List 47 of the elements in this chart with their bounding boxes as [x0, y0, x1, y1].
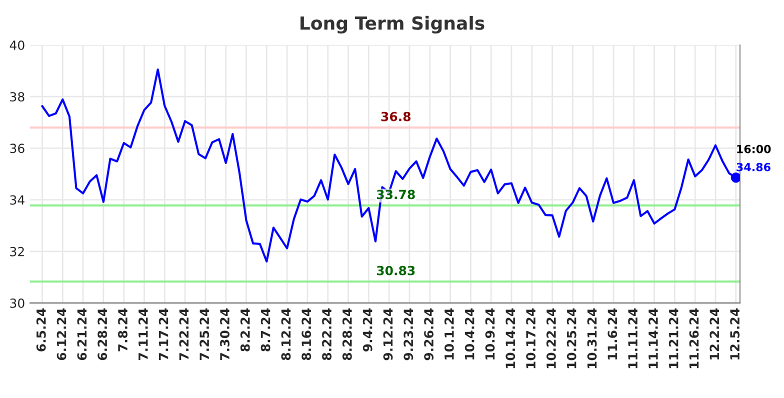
x-tick-label: 6.5.24	[36, 308, 46, 352]
x-tick-label: 9.26.24	[424, 308, 434, 360]
x-tick-label: 9.23.24	[404, 308, 414, 360]
ref-line-label: 33.78	[376, 190, 415, 200]
x-tick-label: 12.2.24	[710, 308, 719, 360]
x-tick-label: 6.12.24	[56, 308, 66, 360]
x-tick-label: 7.8.24	[118, 308, 128, 352]
x-tick-label: 8.12.24	[281, 308, 291, 360]
x-tick-label: 11.14.24	[648, 308, 658, 368]
y-tick-label: 36	[10, 144, 24, 154]
x-tick-label: 11.21.24	[668, 308, 678, 368]
x-tick-label: 8.16.24	[302, 308, 312, 360]
annotation: 16:00	[737, 144, 771, 154]
x-tick-label: 9.12.24	[383, 308, 393, 360]
ref-line-label: 30.83	[376, 266, 415, 276]
x-tick-label: 10.4.24	[464, 308, 474, 360]
x-tick-label: 6.21.24	[77, 308, 87, 360]
x-tick-label: 8.2.24	[240, 308, 250, 352]
y-tick-label: 30	[10, 298, 24, 308]
y-tick-label: 38	[10, 92, 24, 102]
ref-line-label: 36.8	[381, 112, 411, 122]
y-tick-label: 34	[10, 195, 24, 205]
annotation: 34.86	[736, 162, 770, 172]
x-tick-label: 7.11.24	[138, 308, 148, 360]
x-tick-label: 11.26.24	[689, 308, 699, 368]
x-tick-label: 10.25.24	[566, 308, 576, 368]
x-tick-label: 7.22.24	[179, 308, 189, 360]
x-tick-label: 8.22.24	[322, 308, 332, 360]
x-tick-label: 10.22.24	[546, 308, 556, 368]
x-tick-label: 10.9.24	[485, 308, 495, 360]
x-tick-label: 10.31.24	[587, 308, 597, 368]
x-tick-label: 9.4.24	[362, 308, 372, 352]
x-tick-label: 10.1.24	[444, 308, 454, 360]
x-tick-label: 7.17.24	[158, 308, 168, 360]
x-tick-label: 12.5.24	[730, 308, 740, 360]
x-tick-label: 7.30.24	[220, 308, 230, 360]
y-tick-label: 32	[10, 246, 24, 256]
x-tick-label: 10.14.24	[506, 308, 516, 368]
x-tick-label: 8.7.24	[260, 308, 270, 352]
x-tick-label: 6.28.24	[98, 308, 108, 360]
x-tick-label: 11.6.24	[608, 308, 618, 360]
y-tick-label: 40	[10, 40, 24, 50]
chart-title: Long Term Signals	[300, 16, 484, 34]
x-tick-label: 11.11.24	[628, 308, 638, 368]
x-tick-label: 8.28.24	[342, 308, 352, 360]
x-tick-label: 10.17.24	[526, 308, 536, 368]
x-tick-label: 7.25.24	[200, 308, 210, 360]
